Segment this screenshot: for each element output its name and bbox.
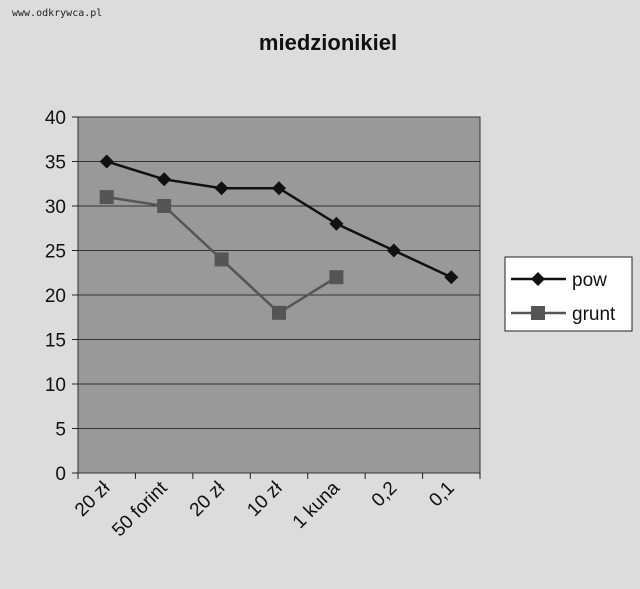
legend: pow grunt (504, 256, 633, 332)
y-tick-label: 40 (45, 108, 66, 129)
data-point-grunt (157, 199, 172, 213)
data-point-pow (99, 154, 114, 169)
chart-title: miedzionikiel (259, 30, 397, 55)
data-point-grunt (272, 305, 286, 320)
y-tick-label: 0 (55, 464, 66, 485)
series-grunt (99, 190, 344, 320)
series-pow (99, 154, 459, 285)
x-tick-label: 50 forint (108, 477, 172, 541)
data-point-pow (272, 181, 286, 196)
legend-label-pow: pow (572, 270, 607, 291)
y-tick-label: 25 (45, 242, 66, 263)
legend-label-grunt: grunt (572, 304, 616, 325)
y-tick-label: 5 (55, 420, 66, 441)
data-point-pow (214, 181, 229, 196)
data-point-grunt (329, 270, 344, 285)
x-tick-label: 20 zł (71, 477, 115, 521)
y-tick-label: 35 (45, 153, 66, 174)
y-axis-ticks: 0 5 10 15 20 25 30 35 40 (45, 108, 78, 485)
data-point-grunt (99, 190, 114, 205)
data-point-pow (444, 270, 459, 285)
y-tick-label: 20 (45, 286, 66, 307)
y-tick-label: 15 (45, 331, 66, 352)
legend-box (504, 256, 633, 332)
series-group (99, 154, 459, 320)
x-tick-label: 20 zł (186, 477, 230, 521)
legend-marker-pow (531, 272, 545, 286)
y-tick-label: 10 (45, 375, 66, 396)
y-tick-label: 30 (45, 197, 66, 218)
x-tick-label: 0,1 (425, 478, 459, 512)
x-tick-label: 10 zł (243, 477, 287, 521)
x-tick-label: 1 kuna (289, 477, 344, 532)
x-tick-label: 0,2 (368, 478, 402, 512)
data-point-pow (157, 172, 172, 187)
gridlines (78, 161, 480, 429)
data-point-pow (386, 243, 401, 258)
data-point-pow (329, 216, 344, 231)
legend-marker-grunt (531, 306, 545, 320)
watermark: www.odkrywca.pl (12, 8, 103, 19)
data-point-grunt (214, 252, 229, 267)
